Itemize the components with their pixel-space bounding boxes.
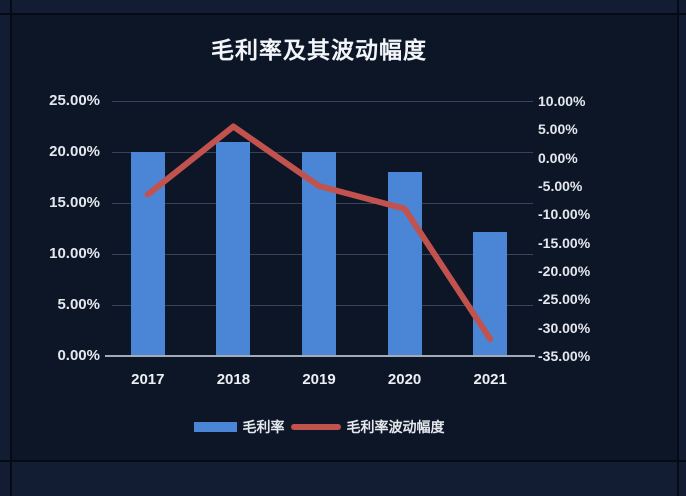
legend: 毛利率 毛利率波动幅度 [105, 418, 533, 436]
left-axis-tick-label: 20.00% [49, 143, 100, 160]
legend-bar-label: 毛利率 [242, 419, 285, 435]
x-axis-tick-label: 2018 [216, 371, 251, 388]
right-axis-tick-label: -20.00% [538, 263, 591, 279]
legend-line-label: 毛利率波动幅度 [346, 419, 445, 435]
chart-panel[interactable]: 毛利率及其波动幅度 25.00% 20.00% 15.00% 10.00% 5.00% 0… [12, 15, 677, 460]
right-axis-tick-label: -5.00% [538, 178, 583, 194]
right-axis-tick-label: -30.00% [538, 319, 591, 336]
left-axis-tick-label: 25.00% [49, 92, 100, 109]
sheet-cell-border-left [10, 0, 12, 496]
x-axis-tick-label: 2017 [131, 371, 165, 388]
left-axis-tick-label: 5.00% [57, 296, 100, 313]
gridline [112, 101, 533, 102]
line-series-layer [144, 123, 494, 342]
right-axis-tick-label: -35.00% [538, 348, 591, 364]
left-axis-tick-label: 15.00% [49, 194, 100, 211]
sheet-cell-border-bottom [0, 460, 686, 462]
left-axis-tick-label: 0.00% [57, 347, 100, 364]
x-axis-tick-label: 2019 [302, 371, 336, 388]
right-axis-tick-label: 5.00% [538, 121, 578, 138]
right-axis-tick-label: -15.00% [538, 234, 591, 251]
sheet-cell-border-top [0, 13, 686, 15]
sheet-cell-border-right [677, 0, 679, 496]
right-axis-tick-label: 10.00% [538, 93, 586, 109]
left-axis-tick-label: 10.00% [49, 245, 100, 262]
right-axis-tick-label: -10.00% [538, 206, 591, 223]
x-axis-line [105, 355, 535, 357]
x-axis-tick-label: 2020 [387, 371, 422, 388]
legend-bar-swatch-icon [193, 422, 237, 432]
right-axis-tick-label: -25.00% [538, 291, 591, 308]
line-series-path[interactable] [144, 123, 494, 342]
x-axis-tick-label: 2021 [473, 371, 507, 388]
chart-title: 毛利率及其波动幅度 [211, 37, 427, 63]
legend-line-swatch-icon [290, 424, 341, 430]
bar-2018[interactable] [216, 141, 251, 356]
right-axis-tick-label: 0.00% [538, 149, 578, 166]
